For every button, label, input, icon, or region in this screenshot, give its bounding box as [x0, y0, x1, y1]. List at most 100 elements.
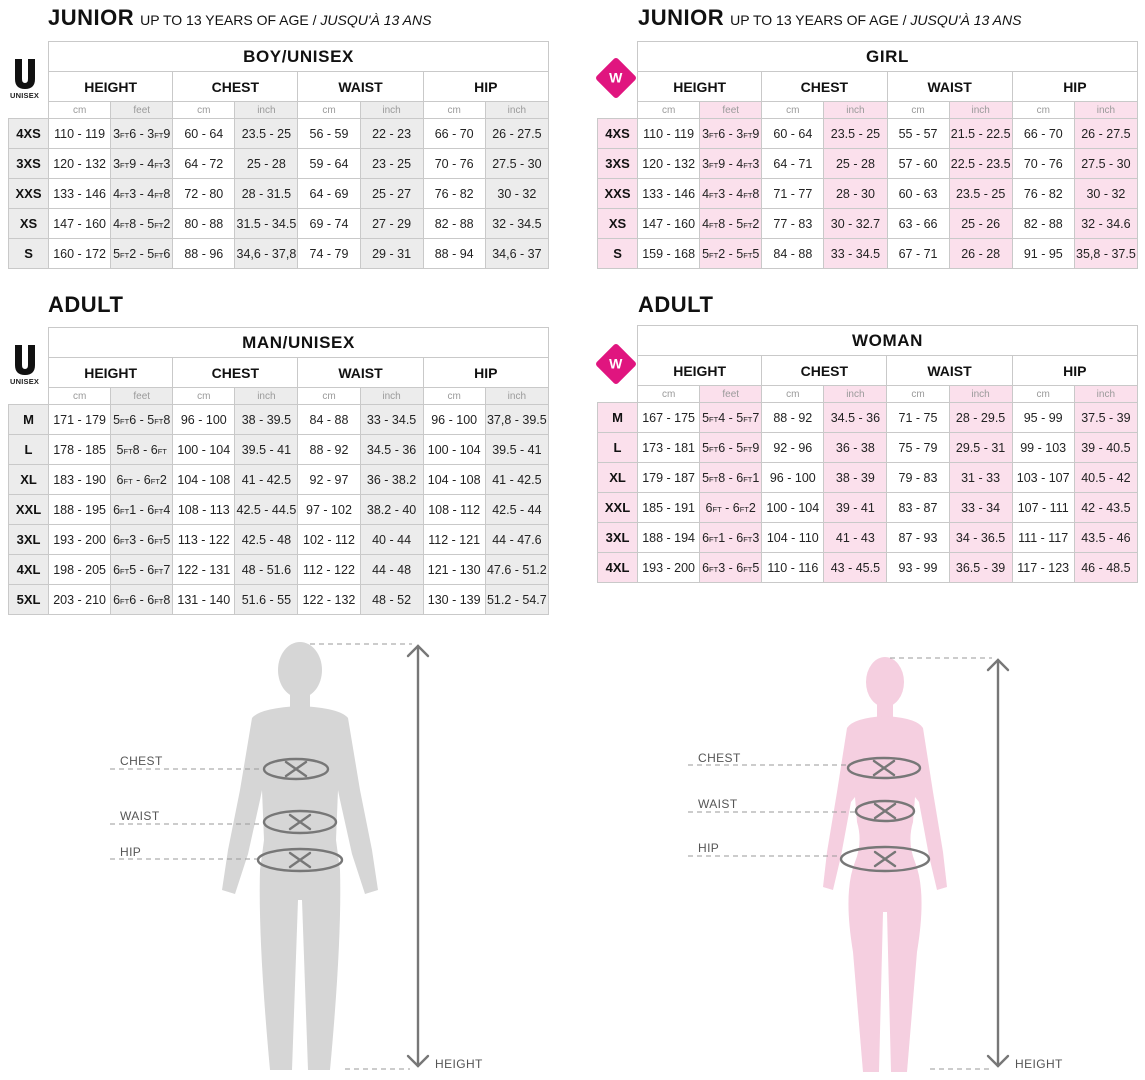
table-cell: 36.5 - 39: [948, 552, 1013, 583]
unit-header: cm: [761, 101, 825, 119]
table-row: 3XS 120 - 132 3FT9 - 4FT3 64 - 71 25 - 28 57 …: [596, 148, 1139, 179]
table-cell: 4FT3 - 4FT8: [699, 178, 763, 209]
unit-header: inch: [234, 387, 299, 405]
table-cell: 55 - 57: [886, 118, 950, 149]
size-label: XXL: [7, 494, 50, 525]
unit-header: inch: [484, 101, 550, 119]
man-unisex-size-table: MAN/UNISEX HEIGHT CHEST WAIST HIP cm feet cm inc…: [7, 327, 550, 615]
unit-header: inch: [1073, 101, 1139, 119]
male-chest-label: CHEST: [120, 754, 163, 768]
size-label: XL: [7, 464, 50, 495]
table-cell: 70 - 76: [1011, 148, 1075, 179]
unisex-badge: UNISEX: [10, 344, 39, 386]
table-cell: 25 - 27: [359, 178, 424, 209]
unit-header: inch: [948, 385, 1013, 403]
table-cell: 64 - 72: [172, 148, 236, 179]
table-cell: 6FT - 6FT2: [110, 464, 174, 495]
table-title: BOY/UNISEX: [48, 41, 549, 72]
table-cell: 188 - 194: [637, 522, 701, 553]
table-cell: 64 - 69: [297, 178, 361, 209]
table-row: XL 183 - 190 6FT - 6FT2 104 - 108 41 - 42.5 9…: [7, 464, 550, 495]
junior-subtitle: UP TO 13 YEARS OF AGE / JUSQU'À 13 ANS: [140, 12, 432, 28]
table-cell: 25 - 28: [234, 148, 299, 179]
table-cell: 38 - 39: [823, 462, 888, 493]
table-cell: 27 - 29: [359, 208, 424, 239]
table-cell: 48 - 51.6: [234, 554, 299, 585]
unit-header: feet: [699, 385, 763, 403]
table-cell: 75 - 79: [886, 432, 950, 463]
table-row: 3XS 120 - 132 3FT9 - 4FT3 64 - 72 25 - 28 59 …: [7, 148, 550, 179]
table-cell: 42.5 - 44.5: [234, 494, 299, 525]
size-label: 4XS: [7, 118, 50, 149]
table-row: XXS 133 - 146 4FT3 - 4FT8 71 - 77 28 - 30 60 …: [596, 178, 1139, 209]
table-cell: 42.5 - 44: [484, 494, 550, 525]
table-cell: 159 - 168: [637, 238, 701, 269]
unit-header: feet: [699, 101, 763, 119]
table-cell: 5FT6 - 5FT8: [110, 404, 174, 435]
table-cell: 88 - 92: [297, 434, 361, 465]
table-cell: 72 - 80: [172, 178, 236, 209]
table-cell: 76 - 82: [422, 178, 486, 209]
hip-header: HIP: [422, 357, 550, 388]
table-cell: 23.5 - 25: [948, 178, 1013, 209]
table-cell: 100 - 104: [422, 434, 486, 465]
hip-header: HIP: [1011, 71, 1139, 102]
table-cell: 108 - 113: [172, 494, 236, 525]
female-chest-label: CHEST: [698, 751, 741, 765]
table-cell: 25 - 26: [948, 208, 1013, 239]
table-cell: 102 - 112: [297, 524, 361, 555]
table-cell: 30 - 32: [1073, 178, 1139, 209]
table-cell: 28 - 31.5: [234, 178, 299, 209]
size-label: XXL: [596, 492, 639, 523]
table-row: XS 147 - 160 4FT8 - 5FT2 77 - 83 30 - 32.7 63…: [596, 208, 1139, 239]
table-cell: 39 - 41: [823, 492, 888, 523]
table-cell: 96 - 100: [761, 462, 825, 493]
table-cell: 76 - 82: [1011, 178, 1075, 209]
table-cell: 131 - 140: [172, 584, 236, 615]
table-cell: 6FT6 - 6FT8: [110, 584, 174, 615]
unit-header: cm: [172, 101, 236, 119]
table-cell: 95 - 99: [1011, 402, 1075, 433]
table-cell: 6FT5 - 6FT7: [110, 554, 174, 585]
table-cell: 43 - 45.5: [823, 552, 888, 583]
table-cell: 42.5 - 48: [234, 524, 299, 555]
table-cell: 121 - 130: [422, 554, 486, 585]
table-row: L 178 - 185 5FT8 - 6FT 100 - 104 39.5 - 41 88…: [7, 434, 550, 465]
table-cell: 22 - 23: [359, 118, 424, 149]
waist-header: WAIST: [297, 71, 424, 102]
table-cell: 92 - 96: [761, 432, 825, 463]
table-cell: 44 - 48: [359, 554, 424, 585]
unit-header: cm: [1011, 101, 1075, 119]
female-waist-label: WAIST: [698, 797, 738, 811]
unit-header: inch: [359, 387, 424, 405]
table-cell: 87 - 93: [886, 522, 950, 553]
table-cell: 5FT8 - 6FT1: [699, 462, 763, 493]
table-cell: 122 - 132: [297, 584, 361, 615]
table-cell: 29 - 31: [359, 238, 424, 269]
table-row: L 173 - 181 5FT6 - 5FT9 92 - 96 36 - 38 75 - …: [596, 432, 1139, 463]
table-cell: 23.5 - 25: [234, 118, 299, 149]
table-cell: 183 - 190: [48, 464, 112, 495]
table-cell: 39.5 - 41: [234, 434, 299, 465]
unit-header: cm: [48, 387, 112, 405]
unit-header: cm: [761, 385, 825, 403]
female-body-figure: [823, 657, 947, 1072]
table-cell: 3FT9 - 4FT3: [110, 148, 174, 179]
table-cell: 34,6 - 37: [484, 238, 550, 269]
table-cell: 26 - 28: [948, 238, 1013, 269]
unisex-badge: UNISEX: [10, 58, 39, 100]
height-header: HEIGHT: [48, 71, 174, 102]
size-label: 5XL: [7, 584, 50, 615]
waist-header: WAIST: [886, 355, 1013, 386]
unit-header: cm: [48, 101, 112, 119]
table-cell: 57 - 60: [886, 148, 950, 179]
table-cell: 74 - 79: [297, 238, 361, 269]
table-cell: 70 - 76: [422, 148, 486, 179]
table-cell: 5FT8 - 6FT: [110, 434, 174, 465]
table-cell: 5FT2 - 5FT5: [699, 238, 763, 269]
table-cell: 79 - 83: [886, 462, 950, 493]
table-cell: 3FT6 - 3FT9: [699, 118, 763, 149]
table-cell: 66 - 70: [1011, 118, 1075, 149]
table-cell: 71 - 75: [886, 402, 950, 433]
table-cell: 40.5 - 42: [1073, 462, 1139, 493]
